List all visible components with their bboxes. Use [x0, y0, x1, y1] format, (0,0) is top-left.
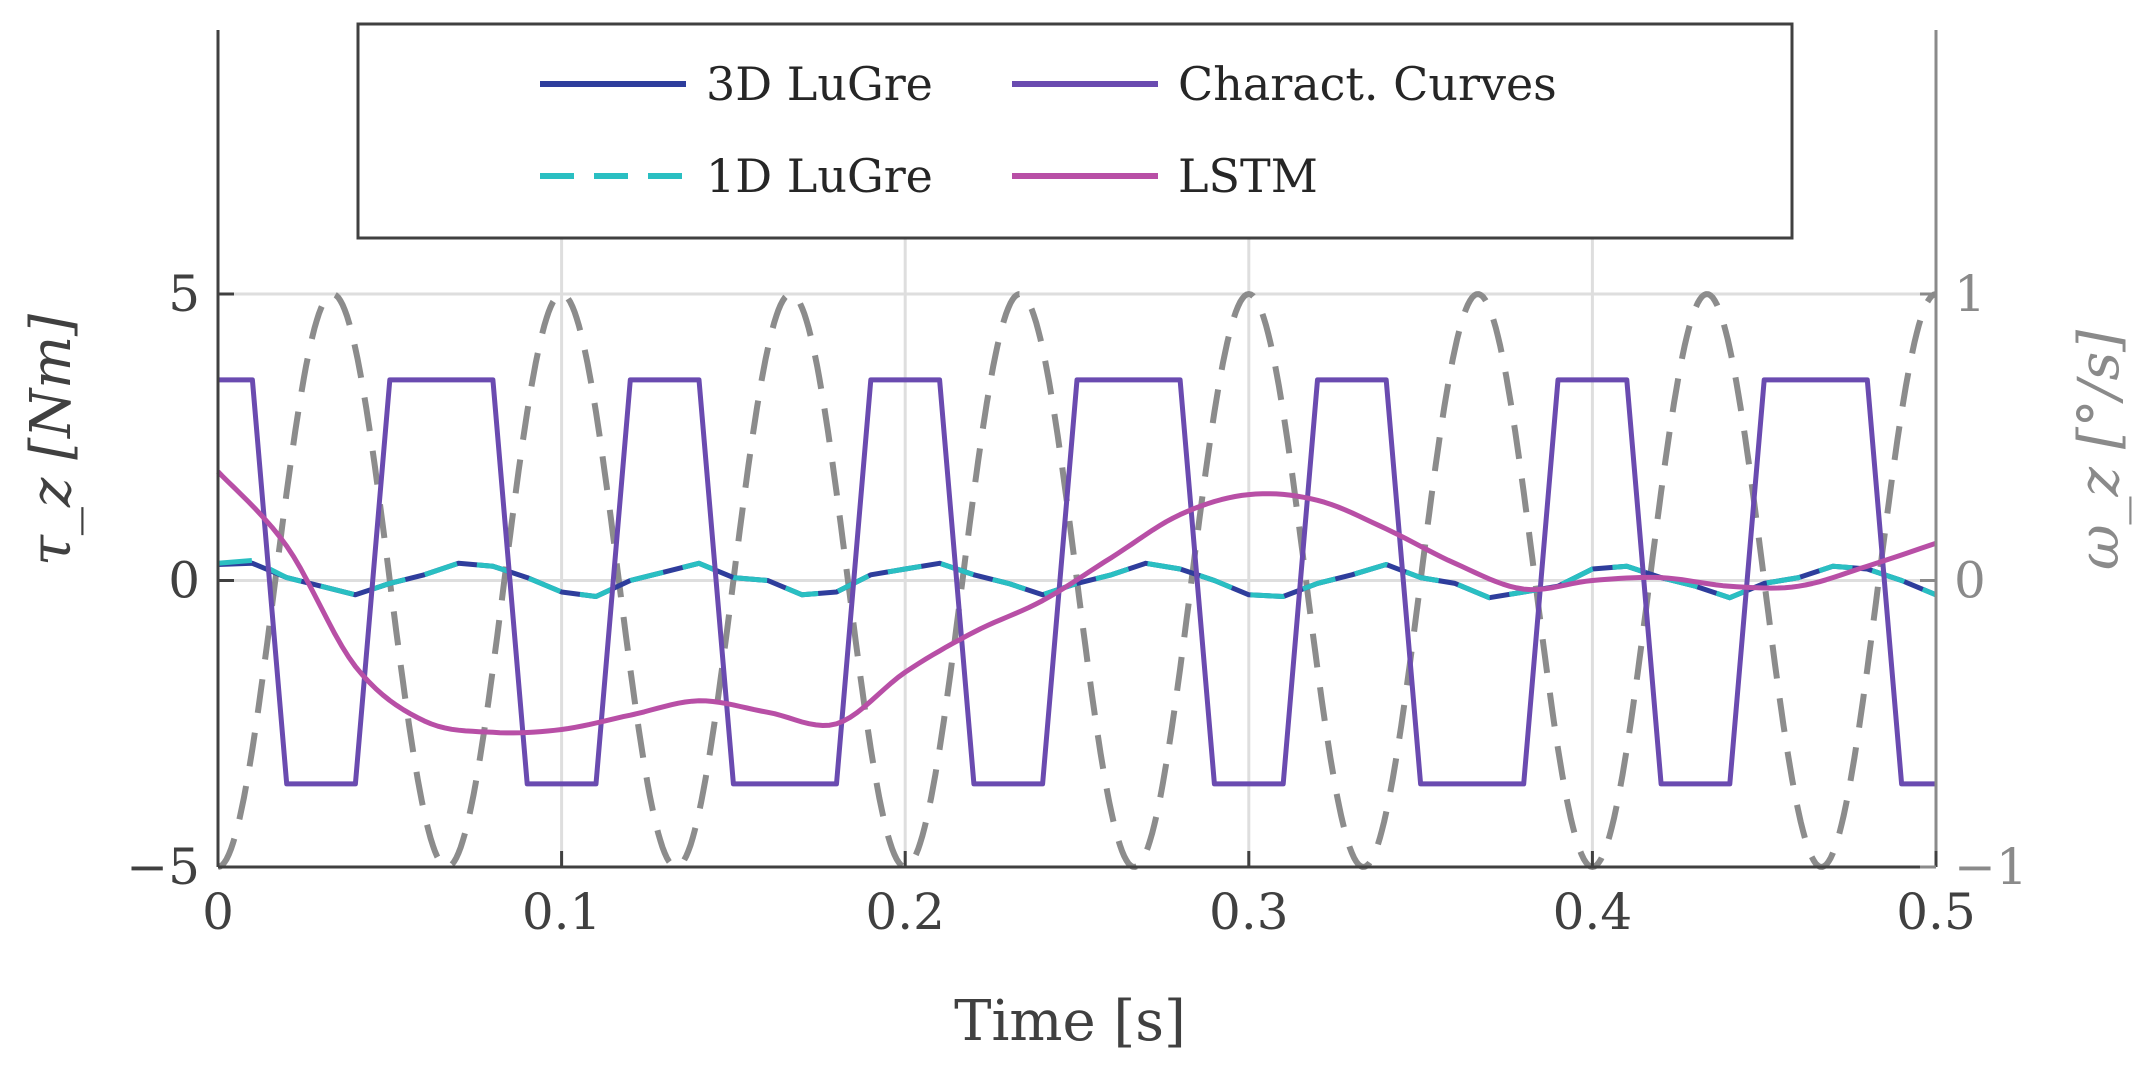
y-tick-label: −5 [126, 838, 200, 896]
x-axis-title: Time [s] [954, 989, 1186, 1054]
x-tick-label: 0.2 [865, 883, 945, 941]
x-tick-label: 0 [202, 883, 234, 941]
x-tick-label: 0.5 [1896, 883, 1976, 941]
y-right-tick-label: 0 [1954, 552, 1986, 610]
legend-box [356, 22, 1794, 240]
y-tick-label: 0 [168, 552, 200, 610]
y-right-tick-label: 1 [1954, 265, 1986, 323]
y-right-axis-title: ω_z [°/s] [2067, 330, 2132, 570]
x-tick-label: 0.4 [1553, 883, 1633, 941]
series-layer [216, 291, 1937, 870]
legend-item-charact-curves: Charact. Curves [1012, 57, 1557, 111]
x-tick-label: 0.3 [1209, 883, 1289, 941]
legend-label-lstm: LSTM [1178, 149, 1318, 203]
axes-layer: 0 0.1 0.2 0.3 0.4 0.5−505−101 [126, 30, 2028, 941]
legend-label-charact-curves: Charact. Curves [1178, 57, 1557, 111]
legend-label-3d-lugre: 3D LuGre [706, 57, 933, 111]
y-axis-title: τ_z [Nm] [19, 314, 84, 566]
series-line-1d-lugre [217, 557, 1937, 601]
x-tick-label: 0.1 [522, 883, 602, 941]
legend-item-3d-lugre: 3D LuGre [540, 57, 933, 111]
legend-label-1d-lugre: 1D LuGre [706, 149, 933, 203]
legend-item-1d-lugre: 1D LuGre [540, 149, 933, 203]
legend-item-lstm: LSTM [1012, 149, 1318, 203]
legend: 3D LuGre Charact. Curves 1D LuGre LSTM [356, 22, 1794, 240]
series-line-charact-curves [218, 377, 1936, 787]
y-right-tick-label: −1 [1954, 838, 2028, 896]
y-tick-label: 5 [168, 265, 200, 323]
series-line-lstm [216, 469, 1937, 736]
